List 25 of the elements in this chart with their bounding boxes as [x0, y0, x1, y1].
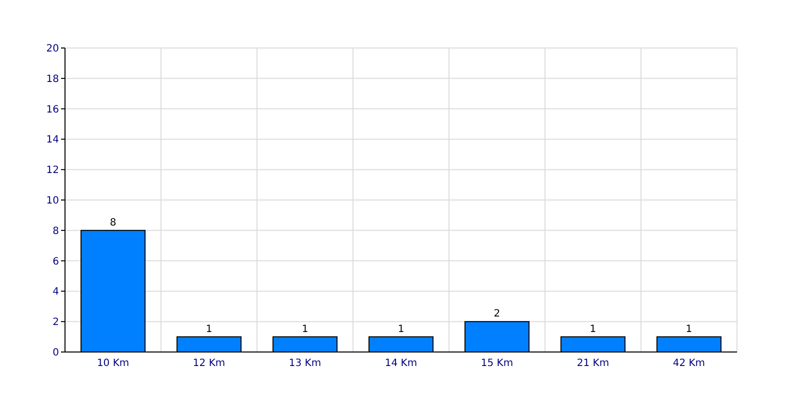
data-label: 1: [206, 324, 212, 335]
x-tick-label: 12 Km: [192, 358, 226, 369]
x-tick-label: 15 Km: [480, 358, 514, 369]
x-tick-label: 13 Km: [288, 358, 322, 369]
y-tick-label: 4: [52, 286, 59, 298]
x-tick-label: 10 Km: [96, 358, 130, 369]
y-tick-label: 10: [46, 196, 59, 206]
data-label: 1: [590, 324, 596, 335]
x-tick-label: 14 Km: [384, 358, 418, 369]
y-tick-label: 8: [52, 226, 59, 237]
data-label: 8: [110, 217, 116, 228]
data-label: 1: [686, 324, 692, 335]
y-tick-label: 16: [46, 104, 59, 116]
data-label: 1: [398, 324, 404, 335]
x-tick-label: 42 Km: [672, 358, 706, 369]
y-tick-label: 6: [52, 256, 59, 268]
data-label: 2: [494, 308, 500, 320]
y-tick-label: 2: [52, 317, 59, 328]
y-tick-label: 0: [52, 348, 59, 358]
x-tick-label: 21 Km: [576, 358, 610, 369]
y-tick-label: 20: [46, 44, 59, 54]
y-tick-label: 12: [46, 165, 59, 176]
y-tick-label: 18: [46, 74, 59, 85]
y-tick-label: 14: [46, 134, 59, 146]
data-label: 1: [302, 324, 308, 335]
